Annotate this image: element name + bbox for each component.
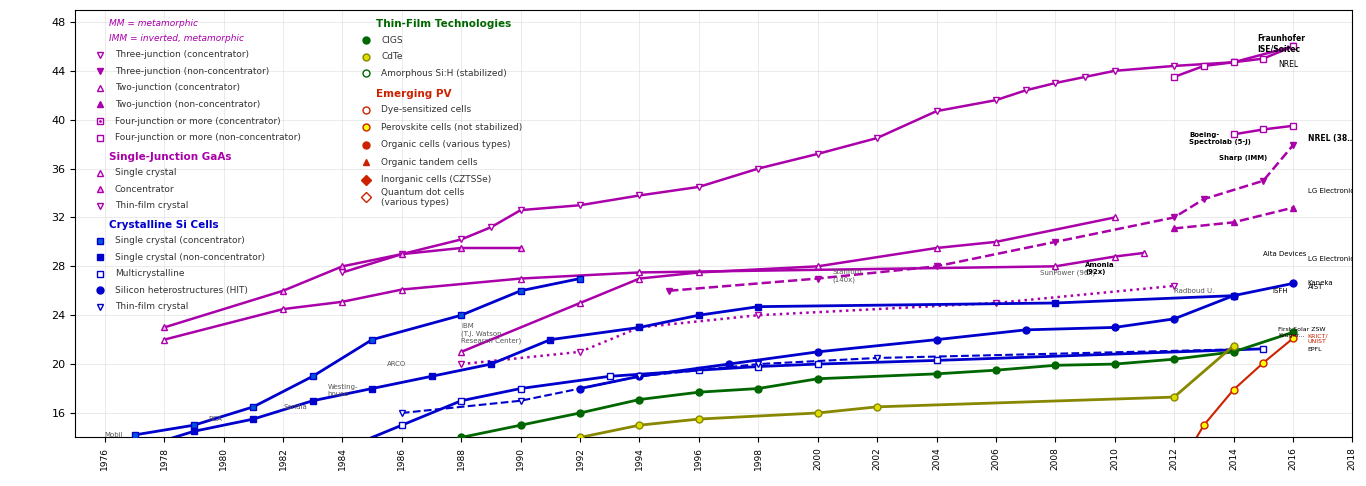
Text: Two-junction (non-concentrator): Two-junction (non-concentrator) (115, 100, 260, 109)
Text: Thin-film crystal: Thin-film crystal (115, 201, 189, 210)
Text: Single crystal (concentrator): Single crystal (concentrator) (115, 236, 245, 245)
Text: MM = metamorphic: MM = metamorphic (109, 19, 198, 29)
Text: Kaneka: Kaneka (1307, 280, 1333, 286)
Text: RCA: RCA (209, 416, 223, 422)
Text: Four-junction or more (concentrator): Four-junction or more (concentrator) (115, 117, 280, 125)
Text: Sharp (IMM): Sharp (IMM) (1218, 155, 1266, 160)
Text: Perovskite cells (not stabilized): Perovskite cells (not stabilized) (381, 123, 522, 132)
Text: Three-junction (concentrator): Three-junction (concentrator) (115, 51, 249, 59)
Text: Sandia: Sandia (283, 404, 307, 410)
Text: Single crystal (non-concentrator): Single crystal (non-concentrator) (115, 253, 265, 261)
Text: KRICT/
UNIST: KRICT/ UNIST (1307, 333, 1328, 344)
Text: Mobil: Mobil (105, 432, 123, 438)
Text: Single-Junction GaAs: Single-Junction GaAs (109, 152, 232, 162)
Text: Concentrator: Concentrator (115, 185, 175, 193)
Text: LG Electronics: LG Electronics (1307, 256, 1358, 262)
Text: Quantum dot cells
(various types): Quantum dot cells (various types) (381, 188, 464, 207)
Text: Fraunhofer
ISE/Soitec: Fraunhofer ISE/Soitec (1257, 34, 1306, 53)
Text: Thin-Film Technologies: Thin-Film Technologies (376, 19, 511, 30)
Text: Amonia
(92x): Amonia (92x) (1085, 262, 1115, 275)
Text: ISFH: ISFH (1272, 288, 1288, 294)
Text: Boeing-
Spectrolab (5-J): Boeing- Spectrolab (5-J) (1188, 132, 1251, 144)
Text: Silicon heterostructures (HIT): Silicon heterostructures (HIT) (115, 286, 247, 295)
Text: Organic tandem cells: Organic tandem cells (381, 158, 478, 167)
Text: Crystalline Si Cells: Crystalline Si Cells (109, 220, 219, 230)
Text: NREL: NREL (1307, 444, 1326, 450)
Text: Three-junction (non-concentrator): Three-junction (non-concentrator) (115, 67, 269, 76)
Text: CdTe: CdTe (381, 52, 403, 61)
Text: SunPower (96x): SunPower (96x) (1041, 269, 1096, 276)
Text: Emerging PV: Emerging PV (376, 89, 451, 99)
Text: Inorganic cells (CZTSSe): Inorganic cells (CZTSSe) (381, 175, 492, 184)
Text: Radboud U.: Radboud U. (1175, 288, 1214, 294)
Text: LG Electronics: LG Electronics (1307, 188, 1358, 193)
Text: First Solar ZSW
Krüger...: First Solar ZSW Krüger... (1279, 327, 1325, 338)
Text: CIGS: CIGS (381, 36, 403, 45)
Text: Single crystal: Single crystal (115, 168, 176, 177)
Text: Four-junction or more (non-concentrator): Four-junction or more (non-concentrator) (115, 133, 301, 142)
Text: Dye-sensitized cells: Dye-sensitized cells (381, 105, 471, 114)
Text: IMM = inverted, metamorphic: IMM = inverted, metamorphic (109, 34, 245, 43)
Text: Amorphous Si:H (stabilized): Amorphous Si:H (stabilized) (381, 69, 507, 78)
Text: ARCO: ARCO (387, 361, 406, 367)
Text: EPFL: EPFL (1307, 347, 1322, 352)
Text: NREL: NREL (1279, 60, 1298, 69)
Text: Westing-
house: Westing- house (328, 384, 358, 398)
Text: Multicrystalline: Multicrystalline (115, 269, 184, 278)
Text: Organic cells (various types): Organic cells (various types) (381, 140, 511, 149)
Text: Two-junction (concentrator): Two-junction (concentrator) (115, 84, 240, 92)
Text: AIST: AIST (1307, 284, 1324, 290)
Text: IBM
(T.J. Watson
Research Center): IBM (T.J. Watson Research Center) (462, 323, 522, 344)
Text: Alta Devices: Alta Devices (1264, 251, 1307, 257)
Text: Stanford
(140x): Stanford (140x) (832, 269, 862, 283)
Text: Thin-film crystal: Thin-film crystal (115, 302, 189, 311)
Text: NREL (38…): NREL (38…) (1307, 134, 1358, 142)
